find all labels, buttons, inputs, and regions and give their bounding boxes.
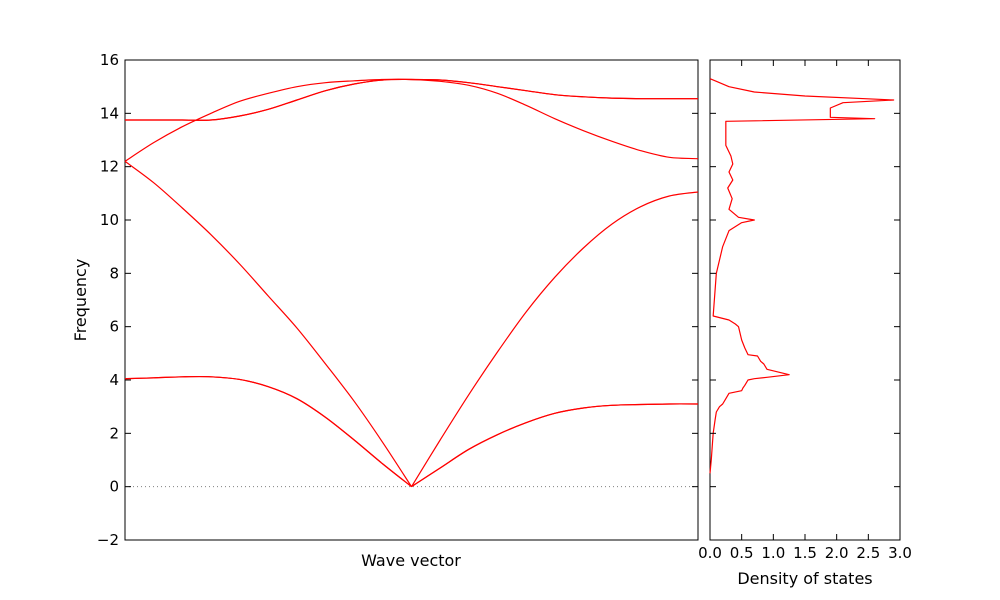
band-series-3: [124, 160, 699, 487]
band-lines: [124, 78, 699, 488]
band-plot-frame: [124, 59, 699, 541]
dos-x-tick-label: 2.0: [825, 544, 849, 562]
band-y-ticks: −2 0 2 4 6 8 10 12 14 16: [97, 51, 698, 549]
dos-panel: 0.0 0.5 1.0 1.5 2.0 2.5 3.0 Density of states: [698, 59, 912, 588]
dos-x-tick-label: 1.0: [761, 544, 785, 562]
band-series-6: [125, 78, 698, 121]
band-y-tick-label: 16: [100, 51, 119, 69]
band-y-tick-label: −2: [97, 531, 119, 549]
band-x-axis-label: Wave vector: [361, 551, 461, 570]
dos-series: [709, 78, 895, 474]
dos-x-tick-label: 2.5: [856, 544, 880, 562]
band-y-tick-label: 2: [109, 424, 119, 442]
band-y-tick-label: 6: [109, 318, 119, 336]
band-y-tick-label: 4: [109, 371, 119, 389]
dos-plot-frame: [709, 59, 901, 541]
band-structure-panel: −2 0 2 4 6 8 10 12 14 16 Wave vector Frequency: [71, 51, 699, 570]
band-y-tick-label: 10: [100, 211, 119, 229]
dos-line: [709, 78, 895, 474]
dos-x-tick-label: 0.0: [698, 544, 722, 562]
band-series-2: [124, 375, 699, 488]
dos-x-tick-label: 0.5: [730, 544, 754, 562]
band-y-tick-label: 14: [100, 104, 119, 122]
dos-ticks: 0.0 0.5 1.0 1.5 2.0 2.5 3.0: [698, 59, 912, 562]
dos-x-axis-label: Density of states: [737, 569, 872, 588]
band-y-tick-label: 8: [109, 264, 119, 282]
band-y-axis-label: Frequency: [71, 259, 90, 342]
band-y-tick-label: 12: [100, 158, 119, 176]
dos-x-tick-label: 1.5: [793, 544, 817, 562]
band-y-tick-label: 0: [109, 478, 119, 496]
dos-x-tick-label: 3.0: [888, 544, 912, 562]
